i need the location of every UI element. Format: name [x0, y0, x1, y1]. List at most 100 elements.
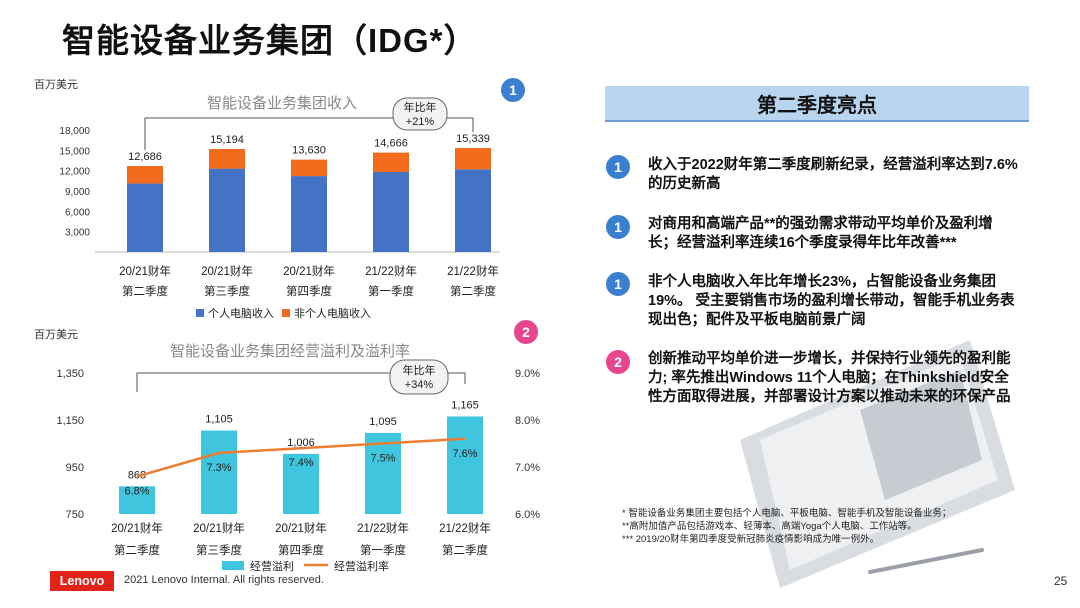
margin-point-label: 6.8%: [124, 485, 149, 497]
page-title: 智能设备业务集团（IDG*）: [62, 22, 478, 59]
y2-tick-label: 6.0%: [515, 509, 540, 521]
margin-point-label: 7.3%: [206, 462, 231, 474]
legend-label: 经营溢利率: [334, 559, 389, 573]
page-number: 25: [1054, 574, 1068, 588]
bar-value-label: 1,165: [451, 399, 479, 411]
highlight-item: 对商用和高端产品**的强劲需求带动平均单价及盈利增长；经营溢利率连续16个季度录…: [648, 216, 993, 251]
y-tick-label: 12,000: [59, 167, 90, 178]
yoy-badge: [392, 97, 448, 131]
x-tick-label: 第二季度: [442, 543, 488, 557]
lenovo-logo: Lenovo: [50, 571, 114, 591]
yoy-value: +21%: [406, 116, 435, 128]
bar-pc-revenue: [291, 176, 327, 252]
y-tick-label: 18,000: [59, 126, 90, 137]
legend-label: 个人电脑收入: [208, 306, 274, 320]
revenue-chart: 智能设备业务集团收入 3,000 6,000 9,000 12,000 15,000 18,…: [59, 94, 500, 320]
highlight-badge: 1: [606, 272, 630, 296]
x-tick-label: 20/21财年: [119, 264, 171, 278]
y-tick-label: 6,000: [65, 207, 90, 218]
margin-point-label: 7.6%: [452, 448, 477, 460]
footnote: * 智能设备业务集团主要包括个人电脑、平板电脑、智能手机及智能设备业务；: [622, 508, 952, 519]
highlight-item: 收入于2022财年第二季度刷新纪录，经营溢利率达到7.6%的历史新高: [648, 157, 1018, 192]
x-tick-label: 20/21财年: [201, 264, 253, 278]
y2-tick-label: 9.0%: [515, 368, 540, 380]
x-tick-label: 第二季度: [450, 284, 496, 298]
profit-badge-2: 2: [514, 320, 538, 344]
yoy-bracket: [136, 372, 466, 392]
bar-pc-revenue: [373, 172, 409, 252]
tablet-device-image: [740, 340, 1015, 588]
x-tick-label: 21/22财年: [357, 521, 409, 535]
highlight-badge: 1: [606, 155, 630, 179]
copyright: 2021 Lenovo Internal. All rights reserve…: [124, 574, 324, 586]
bar-pc-revenue: [209, 168, 245, 252]
bar-value-label: 1,095: [369, 416, 397, 428]
bar-operating-profit: [201, 430, 237, 514]
bar-non-pc-revenue: [455, 148, 491, 170]
y-tick-label: 1,150: [56, 415, 84, 427]
profit-chart: 智能设备业务集团经营溢利及溢利率 750 950 1,150 1,350 6.0% 7.0%…: [56, 342, 540, 573]
bar-non-pc-revenue: [209, 149, 245, 169]
bar-operating-profit: [283, 453, 319, 514]
x-tick-label: 第一季度: [360, 543, 406, 557]
legend-swatch-non-pc: [282, 309, 290, 317]
highlight-item: 创新推动平均单价进一步增长，并保持行业领先的盈利能力; 率先推出Windows …: [648, 351, 1011, 405]
profit-chart-title: 智能设备业务集团经营溢利及溢利率: [170, 342, 410, 360]
bar-non-pc-revenue: [127, 166, 163, 184]
revenue-chart-title: 智能设备业务集团收入: [207, 94, 357, 112]
y2-tick-label: 7.0%: [515, 462, 540, 474]
yoy-label: 年比年: [403, 363, 436, 377]
x-tick-label: 20/21财年: [111, 521, 163, 535]
bar-total-label: 15,339: [456, 133, 490, 145]
x-tick-label: 20/21财年: [275, 521, 327, 535]
bar-pc-revenue: [127, 183, 163, 252]
bar-total-label: 13,630: [292, 145, 326, 157]
x-tick-label: 21/22财年: [365, 264, 417, 278]
highlights-heading: 第二季度亮点: [605, 86, 1029, 122]
x-tick-label: 第二季度: [122, 284, 168, 298]
bar-non-pc-revenue: [291, 159, 327, 177]
revenue-unit-label: 百万美元: [34, 79, 78, 91]
y-tick-label: 3,000: [65, 228, 90, 239]
y-tick-label: 9,000: [65, 187, 90, 198]
legend-label: 非个人电脑收入: [294, 306, 371, 320]
bar-total-label: 14,666: [374, 138, 408, 150]
x-tick-label: 第四季度: [278, 543, 324, 557]
bar-total-label: 15,194: [210, 134, 244, 146]
margin-point-label: 7.5%: [370, 453, 395, 465]
yoy-badge: [389, 359, 449, 395]
x-tick-label: 第一季度: [368, 284, 414, 298]
highlight-badge: 2: [606, 350, 630, 374]
x-tick-label: 21/22财年: [439, 521, 491, 535]
y2-tick-label: 8.0%: [515, 415, 540, 427]
bar-non-pc-revenue: [373, 152, 409, 173]
margin-line: [136, 437, 466, 478]
x-tick-label: 20/21财年: [283, 264, 335, 278]
x-tick-label: 第四季度: [286, 284, 332, 298]
x-tick-label: 21/22财年: [447, 264, 499, 278]
y-tick-label: 15,000: [59, 146, 90, 157]
y-tick-label: 750: [66, 509, 84, 521]
x-tick-label: 第三季度: [204, 284, 250, 298]
legend-swatch-profit: [222, 561, 244, 570]
bar-value-label: 1,105: [205, 414, 233, 426]
margin-point-label: 7.4%: [288, 457, 313, 469]
bar-operating-profit: [365, 432, 401, 514]
yoy-value: +34%: [405, 379, 434, 391]
profit-unit-label: 百万美元: [34, 329, 78, 341]
footnote: **高附加值产品包括游戏本、轻薄本、高端Yoga个人电脑、工作站等。: [622, 521, 917, 532]
bar-operating-profit: [119, 486, 155, 514]
x-tick-label: 20/21财年: [193, 521, 245, 535]
y-tick-label: 950: [66, 462, 84, 474]
bar-value-label: 1,006: [287, 437, 315, 449]
highlight-item: 非个人电脑收入年比年增长23%，占智能设备业务集团19%。 受主要销售市场的盈利…: [648, 274, 1015, 328]
legend-label: 经营溢利: [250, 559, 294, 573]
revenue-badge-1: 1: [501, 78, 525, 102]
bar-pc-revenue: [455, 169, 491, 252]
y-tick-label: 1,350: [56, 368, 84, 380]
yoy-label: 年比年: [404, 100, 437, 114]
x-tick-label: 第二季度: [114, 543, 160, 557]
x-tick-label: 第三季度: [196, 543, 242, 557]
footnote: *** 2019/20财年第四季度受新冠肺炎疫情影响成为唯一例外。: [622, 534, 880, 545]
yoy-bracket: [144, 117, 474, 150]
